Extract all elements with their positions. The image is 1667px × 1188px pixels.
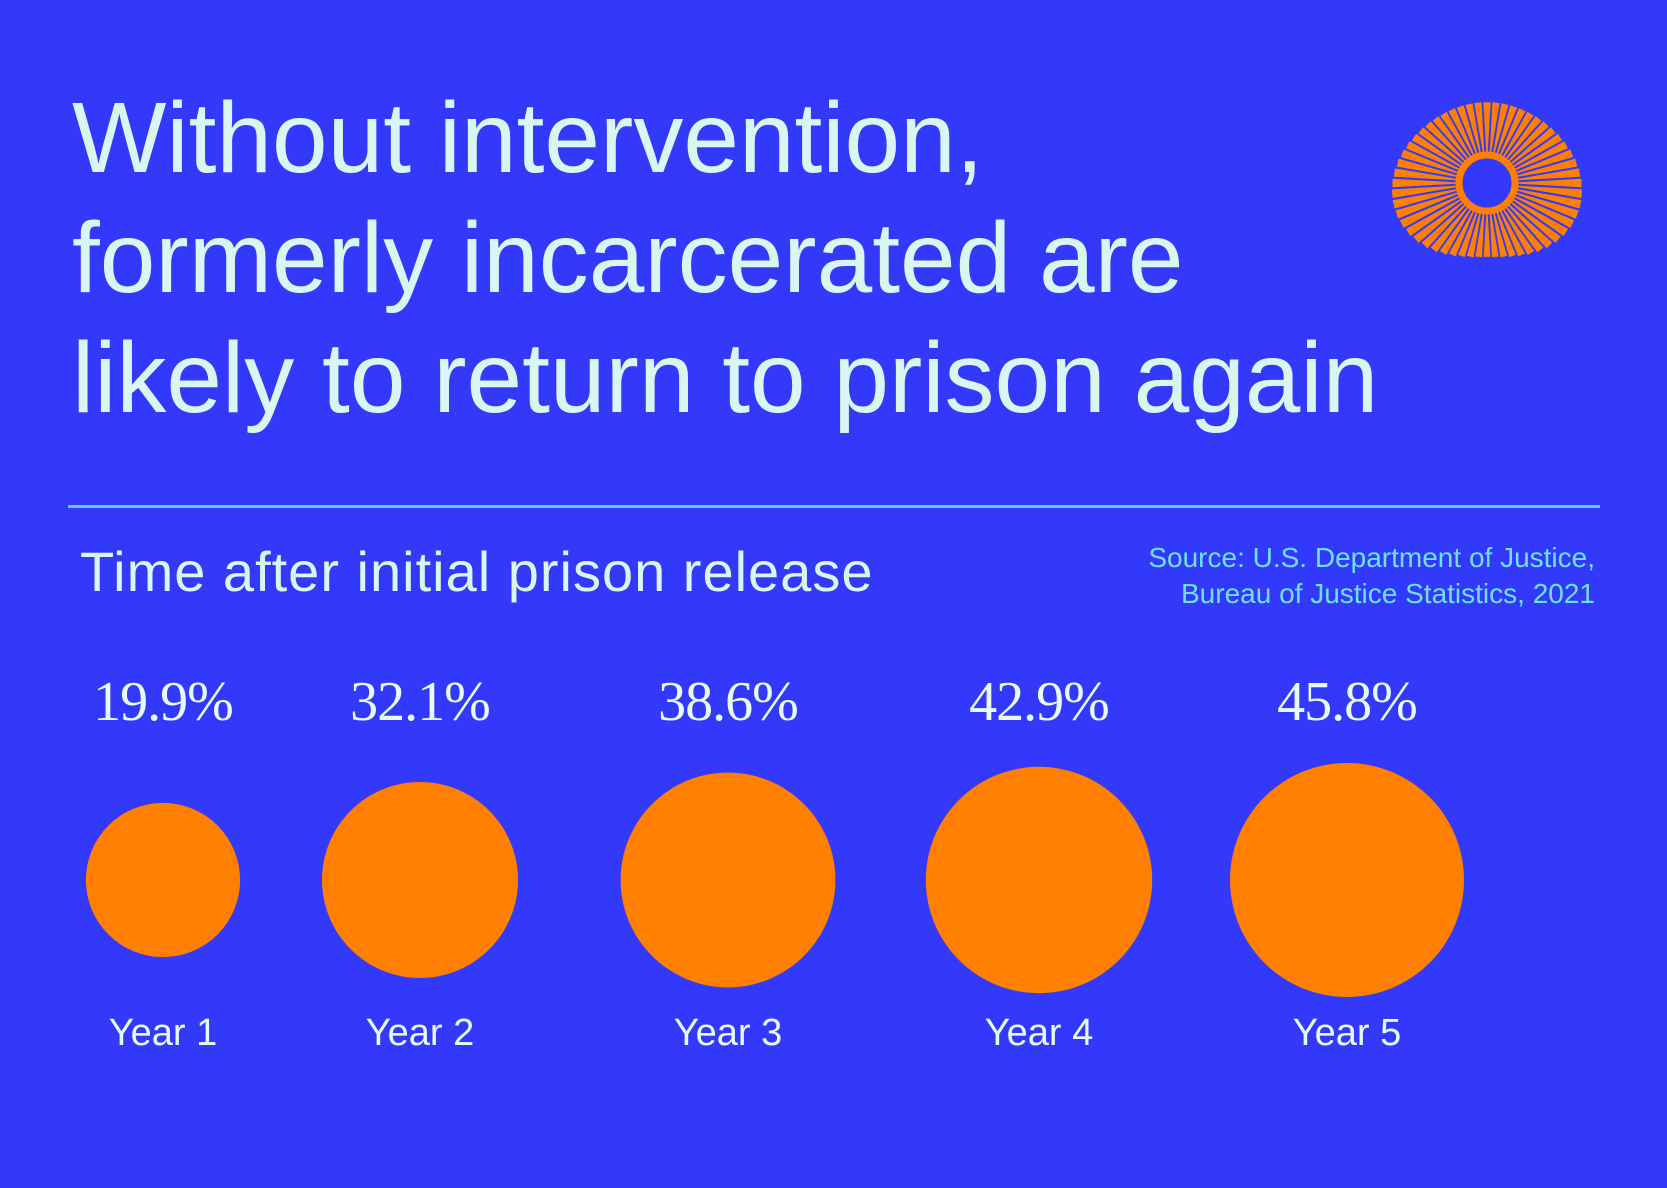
logo-ray (1507, 133, 1563, 171)
logo-ray (1418, 127, 1468, 168)
logo-rays (1392, 102, 1582, 258)
logo-ray (1489, 207, 1499, 258)
logo-ray (1396, 158, 1463, 178)
logo-ray (1504, 121, 1549, 166)
headline: Without intervention, formerly incarcera… (72, 78, 1452, 438)
logo-ray (1506, 198, 1561, 243)
logo-ray (1499, 203, 1535, 255)
logo-ray (1509, 141, 1568, 173)
source-line-1: Source: U.S. Department of Justice, (1148, 542, 1595, 573)
bubble-year-4 (925, 766, 1153, 994)
logo-ray (1494, 105, 1518, 160)
section-divider (68, 505, 1600, 508)
chart-subtitle: Time after initial prison release (80, 540, 874, 603)
value-label: 45.8% (1277, 671, 1417, 733)
bubble-year-3 (620, 772, 836, 988)
category-label: Year 4 (985, 1012, 1093, 1054)
logo-ray (1440, 111, 1475, 163)
logo-ray (1411, 133, 1467, 171)
logo-ray (1492, 207, 1508, 258)
logo-ray (1413, 198, 1468, 243)
logo-ray (1494, 206, 1516, 258)
category-label: Year 2 (366, 1012, 474, 1054)
logo-ray (1504, 200, 1553, 249)
logo-ray (1400, 149, 1464, 176)
logo-ray (1399, 193, 1465, 228)
logo-ray (1510, 149, 1574, 176)
logo-ray (1406, 141, 1465, 173)
logo-ray (1511, 158, 1578, 178)
logo-ray (1502, 116, 1542, 164)
logo-ray (1439, 203, 1475, 255)
value-label: 42.9% (969, 671, 1109, 733)
logo-ray (1465, 103, 1482, 159)
logo-ray (1511, 168, 1581, 181)
logo-ray (1483, 102, 1491, 159)
bubble-year-2 (322, 782, 518, 978)
headline-line-1: Without intervention, (72, 82, 984, 194)
logo-ray (1449, 205, 1477, 257)
logo-ray (1502, 202, 1544, 253)
logo-ray (1405, 195, 1467, 237)
sunburst-logo-icon (1392, 102, 1582, 258)
logo-ray (1395, 190, 1464, 219)
logo-ray (1466, 207, 1482, 258)
bubble-chart: 19.9% Year 1 32.1% Year 2 38.6% Year 3 42.9% Ye… (85, 671, 1464, 1054)
value-label: 32.1% (350, 671, 490, 733)
logo-ray (1509, 193, 1575, 228)
logo-ray (1448, 108, 1477, 161)
logo-ray (1475, 207, 1485, 258)
logo-ray (1432, 116, 1472, 164)
logo-ray (1425, 121, 1470, 166)
category-label: Year 3 (674, 1012, 782, 1054)
logo-ray (1456, 105, 1480, 160)
logo-ray (1421, 200, 1470, 249)
logo-ray (1392, 188, 1463, 209)
category-label: Year 5 (1293, 1012, 1401, 1054)
headline-line-3: likely to return to prison again (72, 322, 1379, 434)
logo-ray (1392, 185, 1463, 198)
logo-ray (1511, 185, 1582, 198)
bubble-year-1 (85, 802, 241, 958)
logo-ray (1474, 102, 1485, 159)
category-label: Year 1 (109, 1012, 217, 1054)
logo-ray (1499, 111, 1534, 163)
logo-ray (1489, 102, 1500, 159)
logo-ray (1492, 103, 1509, 159)
logo-ring (1455, 151, 1519, 215)
value-label: 38.6% (658, 671, 798, 733)
logo-ray (1483, 207, 1491, 257)
bubble-year-5 (1230, 763, 1464, 997)
logo-ray (1497, 205, 1525, 257)
logo-ray (1506, 127, 1556, 168)
logo-ray (1510, 190, 1579, 219)
source-line-2: Bureau of Justice Statistics, 2021 (1181, 578, 1595, 609)
headline-line-2: formerly incarcerated are (72, 202, 1184, 314)
logo-ray (1511, 188, 1582, 209)
source-note: Source: U.S. Department of Justice, Bure… (1148, 540, 1595, 612)
logo-ray (1392, 178, 1463, 188)
logo-ray (1507, 195, 1569, 237)
logo-ray (1511, 178, 1582, 188)
logo-ray (1393, 168, 1463, 181)
logo-ray (1430, 202, 1472, 253)
logo-ray (1497, 108, 1526, 161)
logo-ray (1458, 206, 1480, 258)
value-label: 19.9% (93, 671, 233, 733)
